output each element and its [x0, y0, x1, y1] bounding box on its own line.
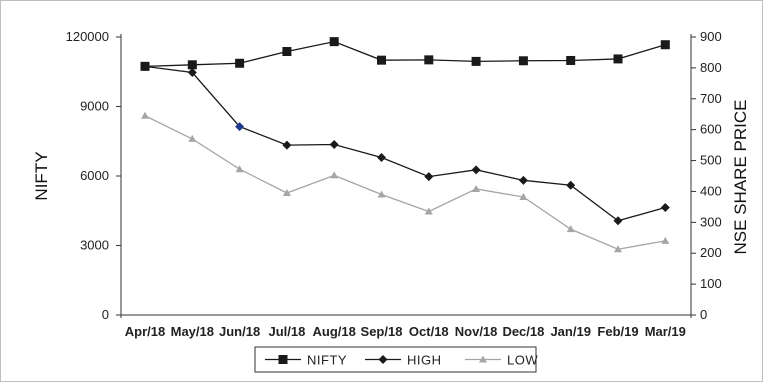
x-tick-label: Dec/18 [502, 324, 544, 339]
high-line [144, 65, 666, 222]
low-point [141, 111, 149, 119]
x-tick-label: Mar/19 [645, 324, 686, 339]
x-tick-label: Apr/18 [125, 324, 165, 339]
right-tick-label: 0 [700, 307, 707, 322]
right-tick-label: 100 [700, 276, 722, 291]
nifty-point [613, 54, 623, 64]
legend-marker-nifty [278, 355, 288, 364]
right-tick-label: 900 [700, 29, 722, 44]
nifty-point [566, 55, 576, 65]
nifty-point [471, 56, 481, 66]
high-point [613, 216, 623, 226]
legend: NIFTY HIGH LOW [254, 346, 538, 373]
legend-marker-low [479, 355, 487, 363]
x-tick-label: Jun/18 [219, 324, 260, 339]
series-layer [140, 37, 670, 253]
high-point [566, 180, 576, 190]
left-tick-label: 9000 [80, 99, 109, 114]
high-point [187, 68, 197, 78]
left-tick-label: 6000 [80, 168, 109, 183]
right-tick-label: 200 [700, 245, 722, 260]
series-low [141, 111, 670, 253]
low-line [144, 115, 666, 250]
high-point [235, 122, 245, 132]
low-point [330, 171, 339, 179]
high-point [377, 152, 386, 162]
x-tick-label: Aug/18 [313, 324, 356, 339]
low-point [661, 236, 670, 244]
nifty-point [329, 37, 339, 47]
x-axis-ticks: Apr/18 May/18 Jun/18 Jul/18 Aug/18 Sep/18 Oct/… [125, 324, 686, 339]
nifty-point [660, 40, 670, 50]
high-point [282, 140, 292, 150]
high-point [660, 203, 670, 213]
legend-label-high: HIGH [407, 353, 442, 368]
legend-marker-high [378, 355, 388, 364]
nifty-line [144, 40, 666, 67]
right-tick-label: 600 [700, 122, 722, 137]
low-point [424, 207, 433, 215]
x-tick-label: Jan/19 [550, 324, 590, 339]
low-point [377, 190, 386, 198]
x-tick-label: Nov/18 [455, 324, 498, 339]
right-tick-label: 300 [700, 214, 722, 229]
nifty-point [377, 55, 386, 65]
x-tick-label: Sep/18 [361, 324, 403, 339]
x-tick-label: May/18 [171, 324, 214, 339]
x-tick-label: Oct/18 [409, 324, 449, 339]
x-tick-label: Jul/18 [268, 324, 305, 339]
legend-label-nifty: NIFTY [307, 353, 347, 368]
legend-label-low: LOW [507, 353, 538, 368]
high-point [424, 172, 434, 182]
left-axis-ticks: 0 3000 6000 9000 120000 [66, 29, 121, 322]
nifty-point [282, 47, 292, 57]
nifty-point [187, 60, 197, 70]
right-axis-ticks: 0 100 200 300 400 500 600 700 800 900 [691, 29, 722, 322]
low-point [614, 245, 622, 253]
low-point [472, 184, 481, 192]
left-tick-label: 120000 [66, 29, 109, 44]
low-point [566, 225, 575, 233]
y-axis-title-right: NSE SHARE PRICE [731, 100, 750, 255]
right-tick-label: 700 [700, 91, 722, 106]
right-tick-label: 800 [700, 60, 722, 75]
right-tick-label: 500 [700, 153, 722, 168]
nifty-point [235, 58, 245, 68]
series-high [140, 61, 670, 226]
right-tick-label: 400 [700, 183, 722, 198]
series-nifty [140, 37, 670, 71]
nifty-point [518, 56, 528, 66]
low-point [188, 134, 197, 142]
low-point [519, 193, 528, 201]
low-point [235, 165, 244, 173]
left-tick-label: 3000 [80, 238, 109, 253]
high-point [471, 165, 481, 175]
high-point [329, 139, 339, 149]
x-tick-label: Feb/19 [597, 324, 638, 339]
high-point [140, 61, 150, 71]
left-tick-label: 0 [102, 307, 109, 322]
low-point [282, 188, 291, 196]
y-axis-title-left: NIFTY [32, 151, 51, 200]
nifty-point [424, 55, 434, 65]
high-point [518, 175, 528, 185]
